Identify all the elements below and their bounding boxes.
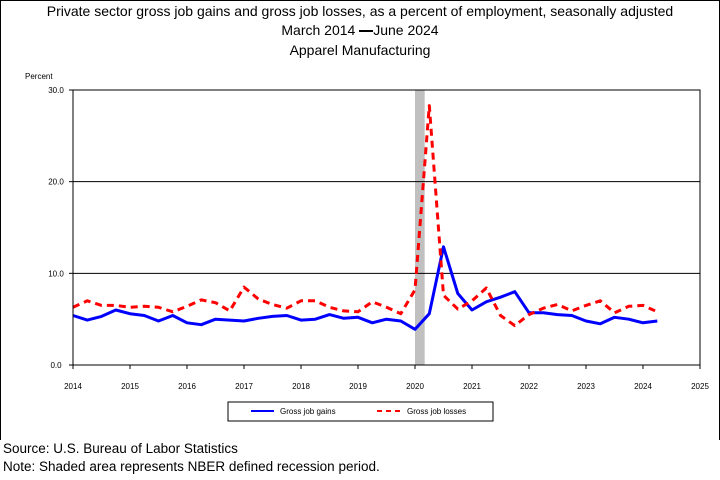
legend-box — [227, 401, 494, 422]
outer-border — [0, 0, 720, 440]
chart-industry: Apparel Manufacturing — [289, 42, 431, 58]
x-tick-label: 2021 — [463, 382, 481, 391]
gains-line — [72, 245, 658, 331]
y-tick-label: 0.0 — [50, 361, 62, 370]
y-tick-label: 20.0 — [48, 178, 64, 187]
losses-line — [72, 104, 658, 328]
chart-title: Private sector gross job gains and gross… — [46, 3, 674, 19]
legend-dash-icon — [359, 30, 374, 33]
y-tick-label: 10.0 — [48, 269, 64, 278]
x-tick-label: 2019 — [349, 382, 367, 391]
legend-gains-label: Gross job gains — [280, 407, 336, 416]
x-tick-label: 2024 — [634, 382, 652, 391]
x-tick-label: 2016 — [178, 382, 196, 391]
chart-svg: 0.0 10.0 20.0 30.0 2014 2015 2016 2017 2018 2019 2… — [0, 0, 720, 440]
legend-losses-label: Gross job losses — [407, 407, 466, 416]
recession-note: Note: Shaded area represents NBER define… — [3, 459, 380, 474]
chart-subtitle: March 2014 June 2024 — [0, 22, 720, 39]
subtitle-end: June 2024 — [373, 22, 439, 38]
x-tick-label: 2017 — [235, 382, 253, 391]
x-tick-label: 2015 — [121, 382, 139, 391]
x-tick-label: 2014 — [64, 382, 82, 391]
x-tick-label: 2025 — [691, 382, 709, 391]
y-tick-label: 30.0 — [48, 86, 64, 95]
recession-band — [415, 90, 425, 365]
x-tick-label: 2020 — [406, 382, 424, 391]
plot-frame — [72, 89, 701, 366]
y-axis-label: Percent — [25, 72, 53, 81]
x-tick-label: 2022 — [520, 382, 538, 391]
subtitle-start: March 2014 — [281, 22, 356, 38]
source-note: Source: U.S. Bureau of Labor Statistics — [3, 441, 238, 456]
x-tick-label: 2023 — [577, 382, 595, 391]
x-tick-label: 2018 — [292, 382, 310, 391]
